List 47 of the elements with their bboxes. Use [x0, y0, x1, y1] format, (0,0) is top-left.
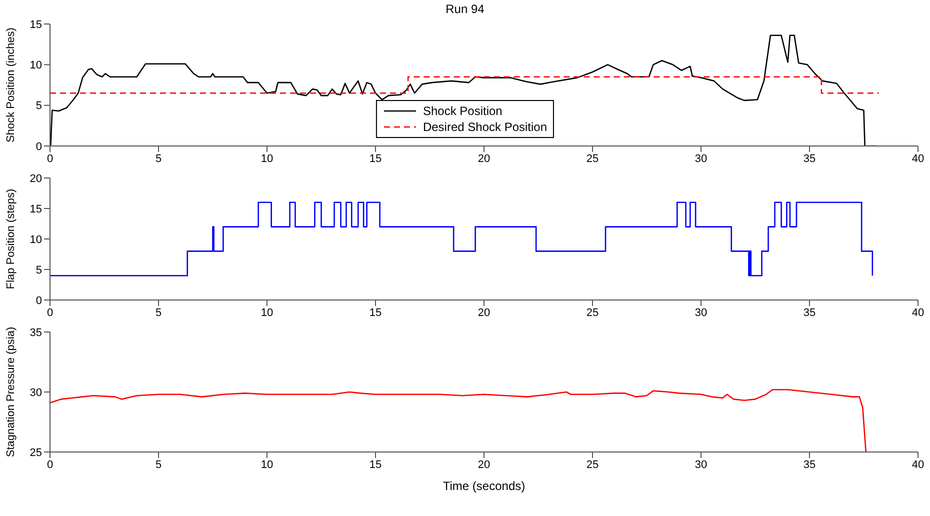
legend-label: Shock Position [422, 103, 502, 119]
y-axis-title: Shock Position (inches) [4, 28, 17, 142]
x-tick-label: 30 [694, 306, 708, 319]
x-tick-label: 30 [694, 458, 708, 471]
line-series [50, 388, 867, 452]
x-tick-label: 0 [46, 306, 54, 319]
y-tick-label: 5 [36, 264, 42, 276]
x-tick-label: 15 [369, 458, 382, 471]
y-tick-label: 25 [30, 446, 42, 459]
x-tick-label: 0 [46, 152, 54, 165]
x-tick-label: 5 [155, 152, 162, 165]
y-tick-label: 10 [30, 60, 42, 72]
x-axis-title: Time (seconds) [442, 479, 526, 493]
x-tick-label: 40 [912, 152, 924, 165]
y-axis-title: Stagnation Pressure (psia) [4, 326, 17, 458]
x-tick-label: 5 [155, 458, 162, 471]
chart-title: Run 94 [444, 1, 486, 18]
y-tick-label: 0 [36, 140, 42, 153]
y-axis-title: Flap Position (steps) [4, 188, 17, 290]
x-tick-label: 5 [155, 306, 162, 319]
y-tick-label: 15 [30, 203, 42, 216]
y-tick-label: 20 [30, 172, 42, 185]
x-tick-label: 10 [260, 152, 274, 165]
x-tick-label: 25 [586, 306, 599, 319]
x-tick-label: 15 [369, 152, 382, 165]
legend-label: Desired Shock Position [422, 119, 548, 135]
x-tick-label: 40 [912, 458, 924, 471]
x-tick-label: 25 [586, 152, 599, 165]
y-tick-label: 30 [30, 386, 42, 399]
x-tick-label: 20 [478, 306, 490, 319]
y-tick-label: 35 [30, 326, 42, 339]
y-tick-label: 5 [36, 100, 42, 112]
x-tick-label: 35 [803, 458, 816, 471]
x-tick-label: 35 [803, 306, 816, 319]
x-tick-label: 30 [694, 152, 708, 165]
y-tick-label: 15 [30, 18, 42, 31]
x-tick-label: 40 [912, 306, 924, 319]
x-tick-label: 20 [478, 152, 490, 165]
x-tick-label: 25 [586, 458, 599, 471]
x-tick-label: 35 [803, 152, 816, 165]
y-tick-label: 10 [30, 234, 42, 246]
y-tick-label: 0 [36, 294, 42, 307]
x-tick-label: 0 [46, 458, 54, 471]
x-tick-label: 10 [260, 306, 274, 319]
x-tick-label: 10 [260, 458, 274, 471]
x-tick-label: 15 [369, 306, 382, 319]
x-tick-label: 20 [478, 458, 490, 471]
